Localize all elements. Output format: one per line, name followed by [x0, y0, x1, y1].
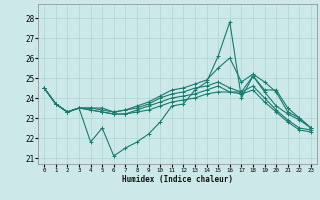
- X-axis label: Humidex (Indice chaleur): Humidex (Indice chaleur): [122, 175, 233, 184]
